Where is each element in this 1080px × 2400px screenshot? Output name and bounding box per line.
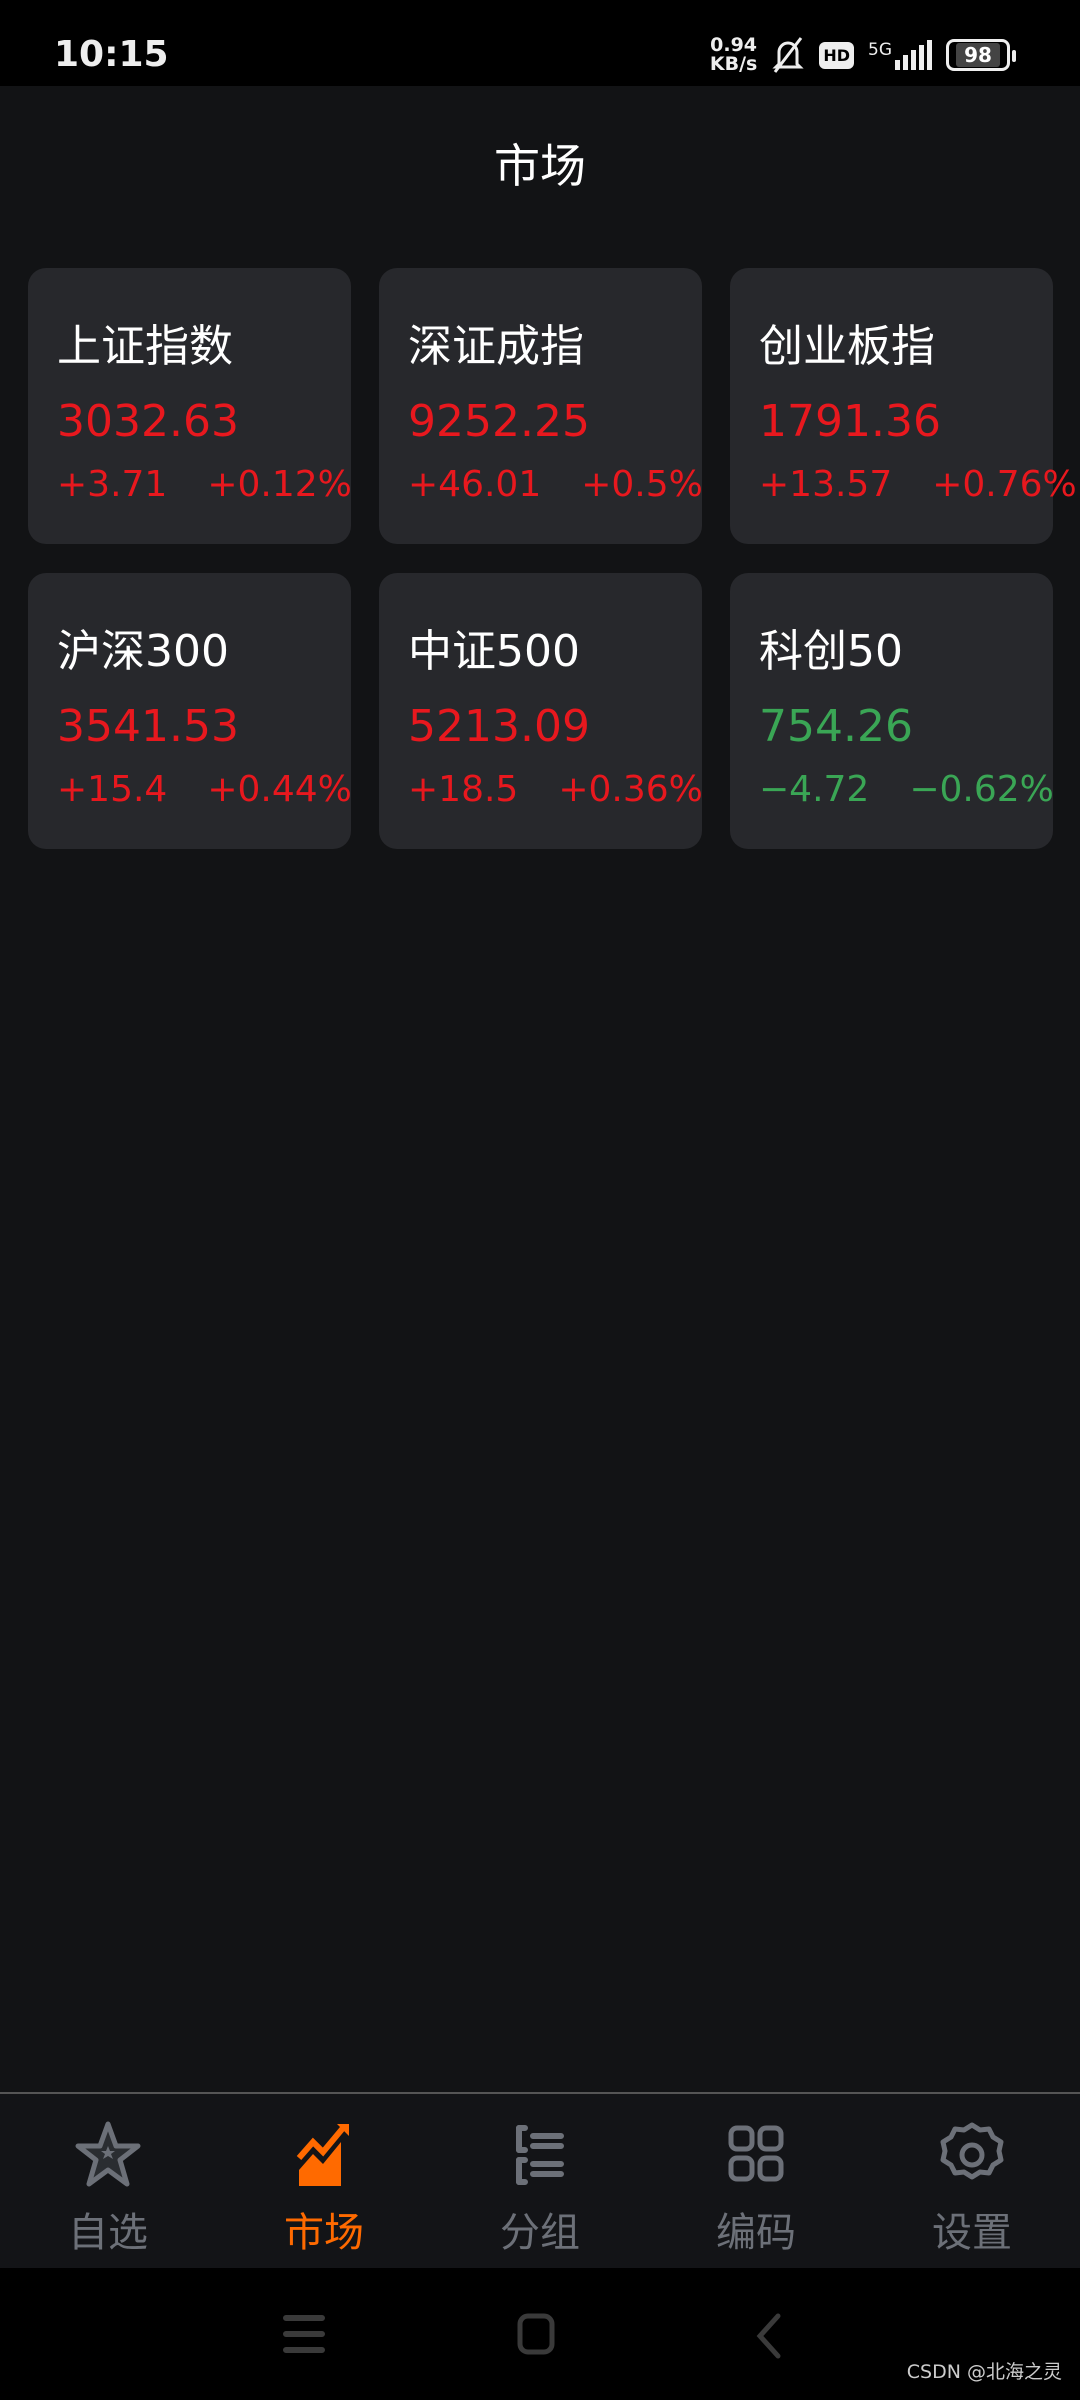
index-price: 5213.09 [408, 701, 590, 752]
index-change: +3.71 [57, 464, 168, 505]
back-icon[interactable] [754, 2312, 784, 2360]
index-name: 沪深300 [57, 626, 229, 677]
star-icon [75, 2121, 141, 2187]
tab-groups[interactable]: 分组 [432, 2094, 648, 2268]
index-card[interactable]: 深证成指 9252.25 +46.01 +0.5% [379, 268, 703, 544]
bell-off-icon [772, 37, 804, 73]
index-change: +13.57 [759, 464, 893, 505]
index-percent: −0.62% [909, 769, 1054, 810]
page-title: 市场 [494, 139, 586, 193]
index-name: 创业板指 [759, 321, 935, 372]
index-name: 中证500 [408, 626, 580, 677]
index-percent: +0.5% [581, 464, 703, 505]
index-price: 754.26 [759, 701, 913, 752]
index-price: 3032.63 [57, 396, 239, 447]
bottom-nav: 自选 市场 分组 编码 设置 [0, 2092, 1080, 2268]
index-change: +46.01 [408, 464, 542, 505]
watermark: CSDN @北海之灵 [906, 2361, 1062, 2383]
status-bar: 10:15 0.94 KB/s HD 5G 98 [0, 0, 1080, 86]
tab-market[interactable]: 市场 [216, 2094, 432, 2268]
home-icon[interactable] [516, 2312, 556, 2356]
index-name: 深证成指 [408, 321, 584, 372]
tab-label: 分组 [500, 2210, 580, 2256]
index-card[interactable]: 创业板指 1791.36 +13.57 +0.76% [730, 268, 1077, 544]
index-percent: +0.12% [207, 464, 352, 505]
list-icon [516, 2125, 564, 2185]
index-change: −4.72 [759, 769, 870, 810]
index-percent: +0.36% [558, 769, 703, 810]
index-card[interactable]: 中证500 5213.09 +18.5 +0.36% [379, 573, 703, 849]
tab-codes[interactable]: 编码 [648, 2094, 864, 2268]
tab-label: 自选 [68, 2210, 148, 2256]
battery-icon: 98 [946, 39, 1016, 71]
index-card[interactable]: 上证指数 3032.63 +3.71 +0.12% [28, 268, 352, 544]
grid-icon [728, 2125, 784, 2182]
index-card[interactable]: 科创50 754.26 −4.72 −0.62% [730, 573, 1054, 849]
tab-watchlist[interactable]: 自选 [0, 2094, 216, 2268]
menu-icon[interactable] [282, 2312, 326, 2356]
index-name: 上证指数 [57, 321, 233, 372]
index-change: +18.5 [408, 769, 519, 810]
index-grid: 上证指数 3032.63 +3.71 +0.12% 深证成指 9252.25 +46.01… [28, 268, 1077, 849]
gear-icon [940, 2122, 1004, 2180]
system-nav-bar: CSDN @北海之灵 [0, 2268, 1080, 2400]
network-speed: 0.94 KB/s [709, 34, 758, 75]
index-price: 9252.25 [408, 396, 590, 447]
index-percent: +0.44% [207, 769, 352, 810]
index-card[interactable]: 沪深300 3541.53 +15.4 +0.44% [28, 573, 352, 849]
index-percent: +0.76% [932, 464, 1077, 505]
hd-badge: HD [819, 41, 854, 69]
index-change: +15.4 [57, 769, 168, 810]
index-price: 3541.53 [57, 701, 239, 752]
tab-label: 设置 [932, 2210, 1012, 2256]
chart-icon [296, 2124, 349, 2186]
signal-icon [895, 40, 932, 70]
index-name: 科创50 [759, 626, 903, 677]
clock: 10:15 [54, 34, 169, 75]
tab-label: 编码 [716, 2210, 796, 2256]
index-price: 1791.36 [759, 396, 941, 447]
network-type: 5G [868, 40, 892, 60]
tab-settings[interactable]: 设置 [864, 2094, 1080, 2268]
tab-label: 市场 [284, 2210, 364, 2256]
